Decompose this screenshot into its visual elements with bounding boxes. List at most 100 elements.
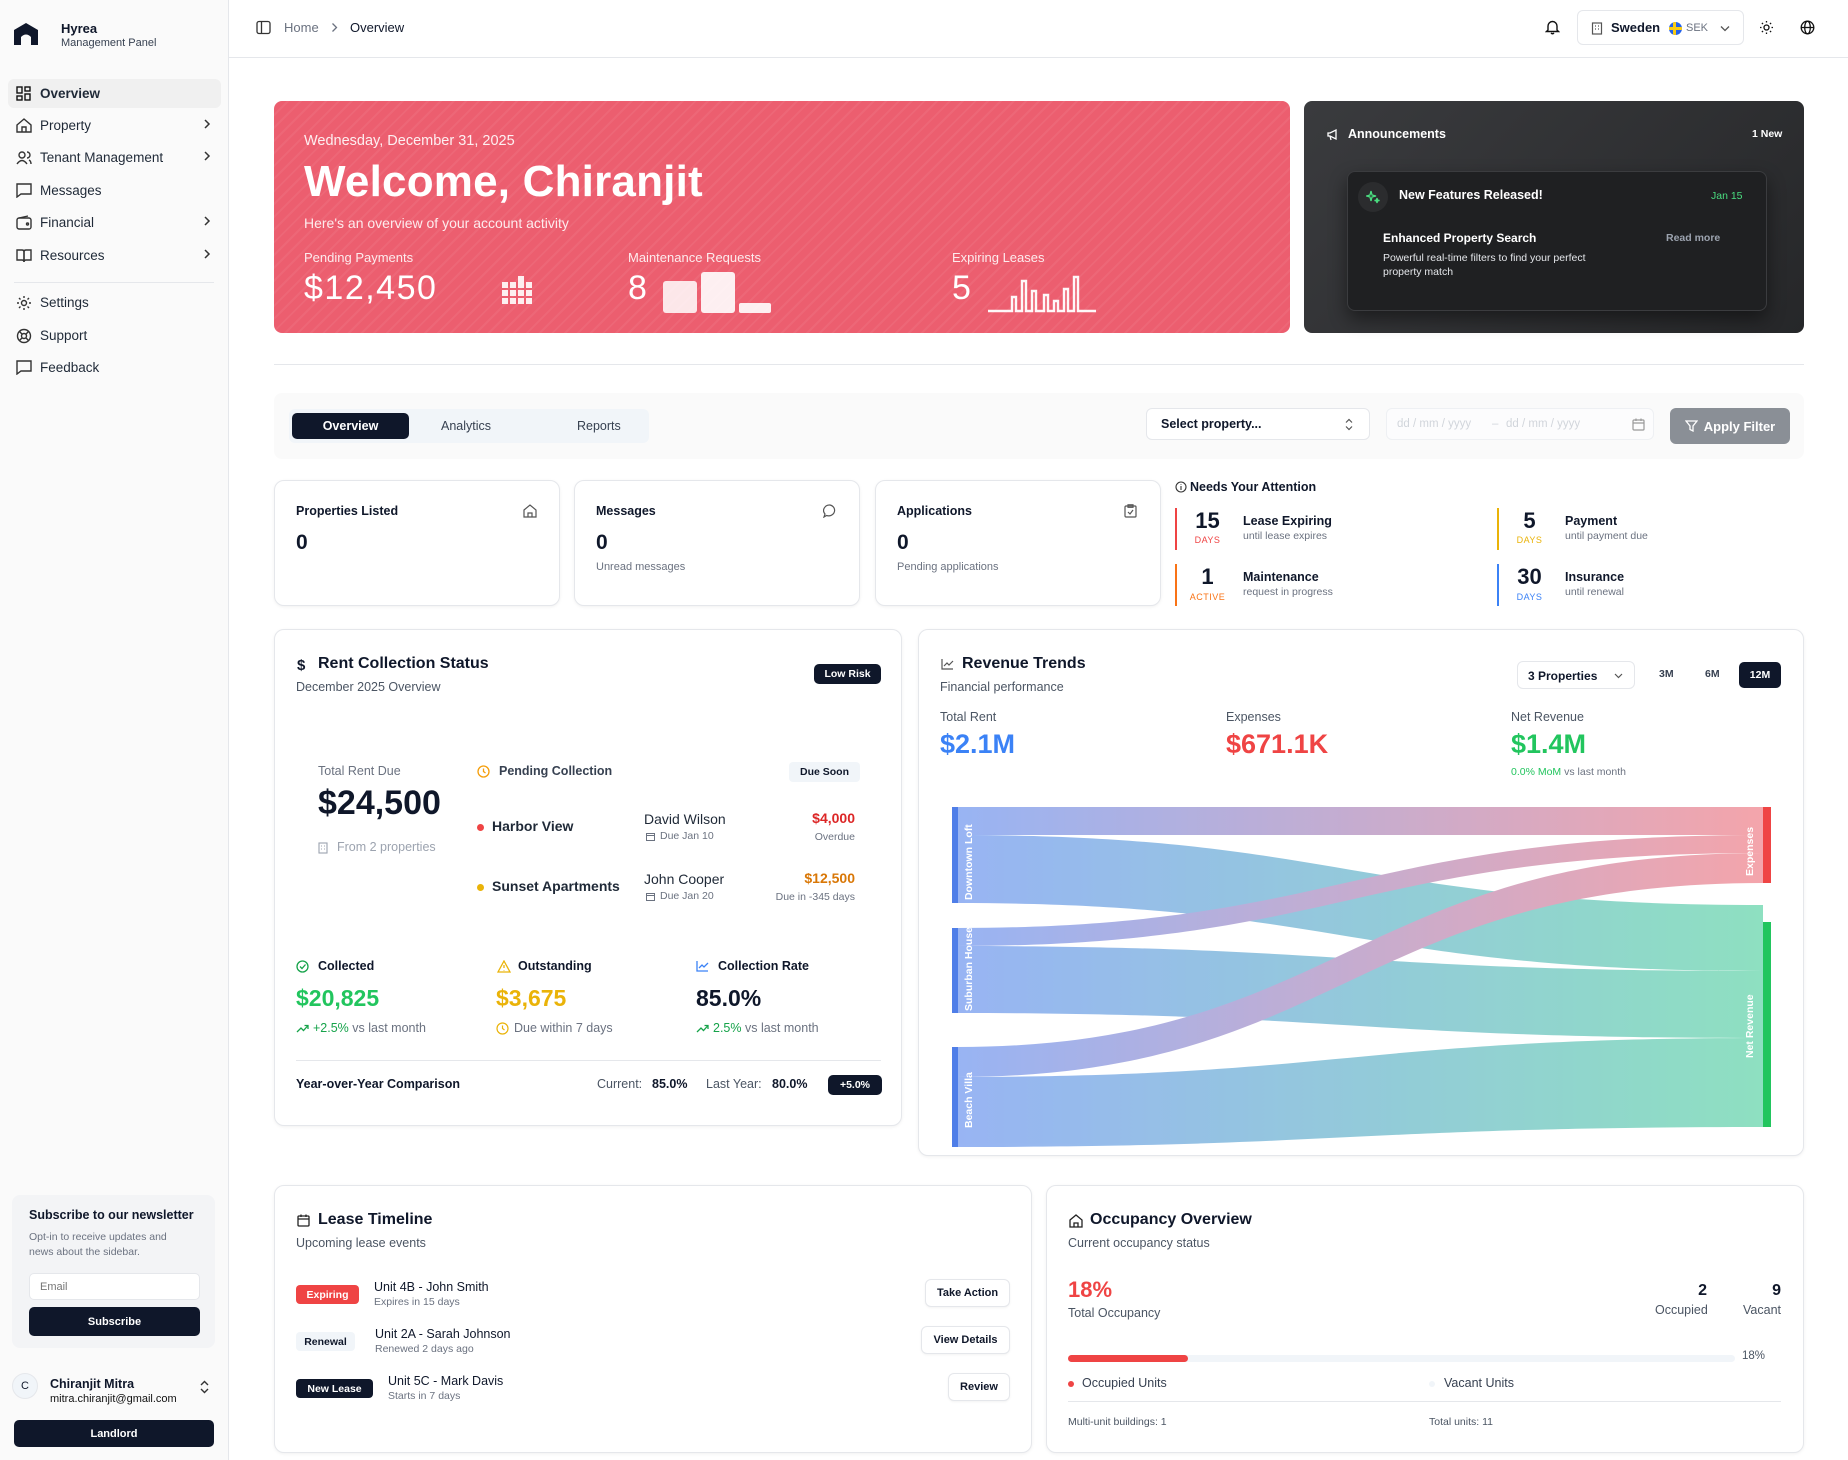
chevrons-updown-icon: [1345, 418, 1353, 431]
subscribe-button[interactable]: Subscribe: [29, 1307, 200, 1336]
sidebar-item-settings[interactable]: Settings: [8, 288, 221, 317]
metric-label: Outstanding: [518, 959, 592, 973]
chevron-down-icon: [1720, 25, 1730, 32]
rent-title: Rent Collection Status: [318, 655, 489, 672]
occupancy-progress-fill: [1068, 1355, 1189, 1362]
home-icon: [523, 504, 537, 518]
sidebar-item-overview[interactable]: Overview: [8, 79, 221, 108]
breadcrumb-home[interactable]: Home: [284, 20, 319, 35]
chevron-down-icon: [1614, 673, 1623, 679]
stat-card-messages[interactable]: Messages 0 Unread messages: [574, 480, 860, 606]
sidebar-item-tenant-management[interactable]: Tenant Management: [8, 143, 221, 172]
feedback-icon: [15, 359, 32, 376]
newsletter-email-input[interactable]: [29, 1273, 200, 1300]
total-units: Total units: 11: [1429, 1416, 1494, 1428]
feature-description: Powerful real-time filters to find your …: [1383, 252, 1586, 264]
sidebar-toggle-icon[interactable]: [256, 20, 271, 35]
attention-unit: DAYS: [1516, 535, 1543, 545]
pending-amount: $4,000: [812, 810, 855, 826]
lease-unit: Unit 2A - Sarah Johnson: [375, 1327, 511, 1341]
legend-vacant: Vacant Units: [1444, 1376, 1514, 1390]
legend-dot-occupied: [1068, 1381, 1074, 1387]
chat-icon: [823, 504, 837, 518]
lease-timeline-card: Lease Timeline Upcoming lease events Exp…: [274, 1185, 1032, 1453]
avatar[interactable]: C: [12, 1373, 38, 1399]
take-action-button[interactable]: Take Action: [925, 1279, 1010, 1307]
attention-item-title: Payment: [1565, 514, 1618, 528]
stat-card-applications[interactable]: Applications 0 Pending applications: [875, 480, 1161, 606]
sidebar: Hyrea Management Panel Overview Property…: [0, 0, 229, 1460]
attention-title: Needs Your Attention: [1190, 480, 1317, 494]
date-range-input[interactable]: dd / mm / yyyy – dd / mm / yyyy: [1386, 408, 1654, 440]
metric-value: $20,825: [296, 985, 380, 1011]
divider: [296, 1060, 881, 1061]
view-details-button[interactable]: View Details: [921, 1326, 1010, 1354]
range-6m[interactable]: 6M: [1705, 668, 1720, 680]
trending-up-icon: [296, 1024, 309, 1033]
globe-icon[interactable]: [1800, 20, 1815, 35]
apply-filter-button[interactable]: Apply Filter: [1670, 408, 1790, 444]
stat-label: Properties Listed: [296, 504, 399, 518]
rent-subtitle: December 2025 Overview: [296, 680, 441, 694]
attention-item-title: Lease Expiring: [1243, 514, 1332, 528]
kpi-value: $2.1M: [940, 729, 1016, 759]
sidebar-item-label: Feedback: [40, 360, 100, 375]
role-button[interactable]: Landlord: [14, 1420, 214, 1447]
tab-reports[interactable]: Reports: [577, 419, 621, 433]
status-dot: [477, 824, 484, 831]
chevrons-updown-icon[interactable]: [200, 1380, 209, 1394]
pending-payments-label: Pending Payments: [304, 250, 414, 265]
property-select[interactable]: Select property...: [1146, 408, 1370, 440]
stat-value: 0: [596, 531, 608, 554]
range-12m[interactable]: 12M: [1739, 662, 1781, 688]
sidebar-item-property[interactable]: Property: [8, 111, 221, 140]
calendar-icon: [646, 892, 655, 901]
mom-note: 0.0% MoM vs last month: [1511, 766, 1626, 778]
sun-icon[interactable]: [1759, 20, 1774, 35]
mom-strong: 0.0% MoM: [1511, 766, 1562, 778]
attention-unit: ACTIVE: [1189, 592, 1226, 602]
attention-item-title: Insurance: [1565, 570, 1625, 584]
filter-icon: [1684, 420, 1698, 432]
sidebar-item-label: Overview: [40, 86, 101, 101]
attention-unit: DAYS: [1194, 535, 1221, 545]
stat-card-properties[interactable]: Properties Listed 0: [274, 480, 560, 606]
sankey-link: [957, 835, 1763, 946]
read-more-link[interactable]: Read more: [1666, 232, 1721, 244]
hyrea-logo-icon[interactable]: [12, 21, 40, 47]
wallet-icon: [15, 214, 32, 231]
announcement-card[interactable]: New Features Released! Jan 15 Enhanced P…: [1347, 171, 1767, 311]
metric-note: 2.5% vs last month: [713, 1021, 819, 1035]
sidebar-item-label: Tenant Management: [40, 150, 164, 165]
metric-note-text: vs last month: [352, 1021, 426, 1035]
lease-sub: Renewed 2 days ago: [375, 1343, 474, 1355]
tab-analytics[interactable]: Analytics: [441, 419, 492, 433]
metric-note: Due within 7 days: [514, 1021, 613, 1035]
bell-icon[interactable]: [1545, 19, 1560, 35]
sidebar-item-financial[interactable]: Financial: [8, 208, 221, 237]
clock-icon: [496, 1022, 509, 1035]
megaphone-icon: [1327, 128, 1341, 141]
sidebar-item-feedback[interactable]: Feedback: [8, 353, 221, 382]
vacant-label: Vacant: [1743, 1303, 1781, 1317]
expiring-leases-value: 5: [952, 269, 971, 307]
announcement-title: New Features Released!: [1399, 188, 1543, 202]
section-divider: [274, 364, 1804, 365]
sidebar-item-resources[interactable]: Resources: [8, 241, 221, 270]
properties-select[interactable]: 3 Properties: [1517, 661, 1635, 689]
sidebar-item-support[interactable]: Support: [8, 321, 221, 350]
range-3m[interactable]: 3M: [1659, 668, 1674, 680]
properties-select-value: 3 Properties: [1528, 669, 1598, 683]
status-dot: [477, 884, 484, 891]
due-soon-badge: Due Soon: [789, 762, 860, 782]
review-button[interactable]: Review: [948, 1373, 1010, 1401]
sidebar-item-label: Messages: [40, 183, 102, 198]
stat-value: 0: [296, 531, 308, 554]
tab-overview[interactable]: Overview: [292, 413, 409, 439]
sidebar-item-messages[interactable]: Messages: [8, 176, 221, 205]
country-selector[interactable]: Sweden SEK: [1577, 10, 1744, 45]
users-icon: [15, 149, 32, 166]
sankey-link: [957, 1038, 1763, 1147]
divider: [1068, 1401, 1781, 1402]
stat-value: 0: [897, 531, 909, 554]
